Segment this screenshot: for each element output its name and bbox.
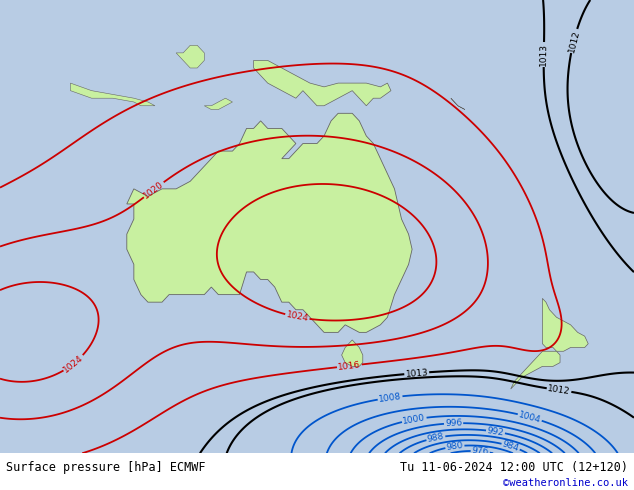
Text: 992: 992 <box>486 426 505 438</box>
Text: 976: 976 <box>471 446 489 457</box>
Text: 1000: 1000 <box>402 413 426 426</box>
Text: Tu 11-06-2024 12:00 UTC (12+120): Tu 11-06-2024 12:00 UTC (12+120) <box>399 462 628 474</box>
Polygon shape <box>204 98 233 110</box>
Text: 1016: 1016 <box>337 360 361 371</box>
Text: 996: 996 <box>445 418 462 428</box>
Text: 1024: 1024 <box>285 310 309 323</box>
Polygon shape <box>127 113 412 332</box>
Polygon shape <box>254 60 391 106</box>
Text: 1024: 1024 <box>62 353 86 374</box>
Text: 980: 980 <box>446 441 464 452</box>
Polygon shape <box>342 340 363 367</box>
Text: 988: 988 <box>427 432 445 444</box>
Text: 1013: 1013 <box>405 368 429 379</box>
Text: 1020: 1020 <box>142 179 165 200</box>
Polygon shape <box>511 351 560 389</box>
Text: 984: 984 <box>501 440 521 453</box>
Text: 1008: 1008 <box>378 392 402 404</box>
Text: 1004: 1004 <box>517 410 542 424</box>
Text: Surface pressure [hPa] ECMWF: Surface pressure [hPa] ECMWF <box>6 462 206 474</box>
Text: 1012: 1012 <box>547 384 571 396</box>
Text: ©weatheronline.co.uk: ©weatheronline.co.uk <box>503 478 628 488</box>
Text: 1012: 1012 <box>567 29 581 53</box>
Polygon shape <box>176 46 204 68</box>
Polygon shape <box>70 83 155 106</box>
Text: 1013: 1013 <box>539 43 548 66</box>
Polygon shape <box>543 298 588 351</box>
Polygon shape <box>451 98 465 110</box>
